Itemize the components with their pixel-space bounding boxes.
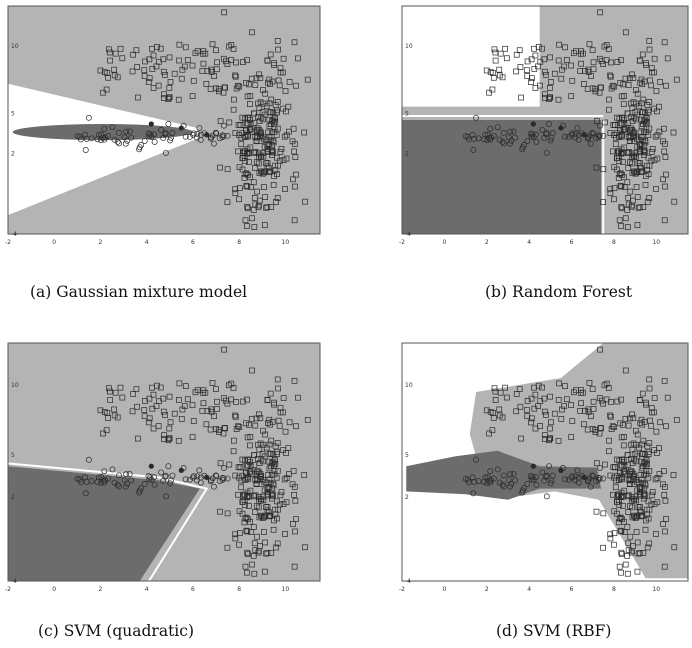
caption-svm-quadratic: (c) SVM (quadratic) <box>38 622 194 640</box>
x-tick-label: 4 <box>145 586 149 593</box>
point-highlight <box>531 464 536 469</box>
y-tick-label: 10 <box>405 43 413 50</box>
x-tick-label: 2 <box>99 586 103 593</box>
caption-random-forest: (b) Random Forest <box>485 283 632 301</box>
x-tick-label: -2 <box>5 239 11 246</box>
point-highlight <box>582 475 587 480</box>
y-tick-label: 5 <box>405 452 409 459</box>
y-tick-label: 2 <box>11 494 15 501</box>
x-tick-label: 10 <box>652 586 660 593</box>
plot-gaussian-mixture-model: -2 0 2 4 6 8 10 -4 2 5 10 <box>0 0 330 250</box>
x-tick-label: 8 <box>612 586 616 593</box>
y-tick-label: 10 <box>11 382 19 389</box>
y-tick-label: 5 <box>11 452 15 459</box>
x-tick-label: 8 <box>237 586 241 593</box>
x-tick-label: 10 <box>282 239 290 246</box>
x-tick-label: 4 <box>527 586 531 593</box>
caption-svm-rbf: (d) SVM (RBF) <box>496 622 611 640</box>
plot-random-forest: -2 0 2 4 6 8 10 -4 2 5 10 <box>384 0 692 250</box>
point-highlight <box>204 132 209 137</box>
x-tick-label: 10 <box>282 586 290 593</box>
x-tick-label: 6 <box>191 239 195 246</box>
plot-svm-rbf: -2 0 2 4 6 8 10 -4 2 5 10 <box>384 337 692 597</box>
y-tick-label: 5 <box>11 110 15 117</box>
y-tick-label: 2 <box>11 151 15 158</box>
x-tick-label: 8 <box>237 239 241 246</box>
y-tick-label: -4 <box>11 578 17 585</box>
y-tick-label: -4 <box>405 231 411 238</box>
x-tick-label: -2 <box>5 586 11 593</box>
y-tick-label: 5 <box>405 110 409 117</box>
x-tick-label: -2 <box>399 239 405 246</box>
point-highlight <box>558 125 563 130</box>
x-tick-label: 2 <box>485 586 489 593</box>
point-highlight <box>531 121 536 126</box>
point-highlight <box>149 121 154 126</box>
x-tick-label: 10 <box>652 239 660 246</box>
x-tick-label: 2 <box>485 239 489 246</box>
plot-svm-quadratic: -2 0 2 4 6 8 10 -4 2 5 10 <box>0 337 330 597</box>
point-highlight <box>558 468 563 473</box>
point-highlight <box>179 125 184 130</box>
x-tick-label: 0 <box>52 586 56 593</box>
x-tick-label: 6 <box>191 586 195 593</box>
y-tick-label: 10 <box>11 43 19 50</box>
x-tick-label: 0 <box>442 586 446 593</box>
x-tick-label: 2 <box>99 239 103 246</box>
x-tick-label: 8 <box>612 239 616 246</box>
y-tick-label: 10 <box>405 382 413 389</box>
x-tick-label: 0 <box>442 239 446 246</box>
point-highlight <box>179 468 184 473</box>
x-tick-label: 6 <box>570 586 574 593</box>
y-tick-label: -4 <box>11 231 17 238</box>
x-tick-label: -2 <box>399 586 405 593</box>
y-tick-label: -4 <box>405 578 411 585</box>
x-tick-label: 6 <box>570 239 574 246</box>
point-highlight <box>582 132 587 137</box>
y-tick-label: 2 <box>405 494 409 501</box>
caption-gaussian-mixture-model: (a) Gaussian mixture model <box>30 283 247 301</box>
x-tick-label: 4 <box>527 239 531 246</box>
x-tick-label: 0 <box>52 239 56 246</box>
point-highlight <box>204 475 209 480</box>
y-tick-label: 2 <box>405 151 409 158</box>
point-highlight <box>149 464 154 469</box>
x-tick-label: 4 <box>145 239 149 246</box>
